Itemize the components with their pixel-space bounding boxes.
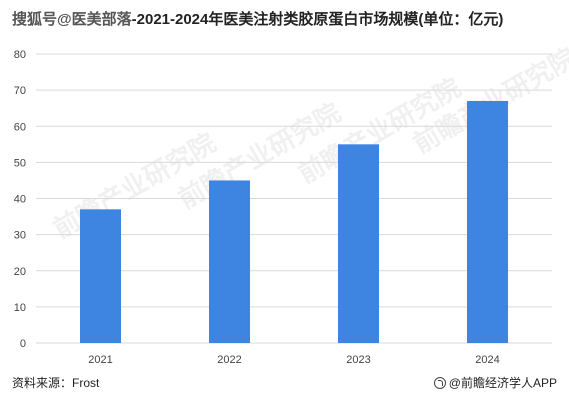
bar-2023: [338, 144, 379, 343]
y-tick-label: 70: [14, 85, 26, 97]
x-tick-label: 2022: [217, 354, 241, 366]
brand-credit: @前瞻经济学人APP: [433, 374, 557, 391]
source-note: 资料来源：Frost: [12, 376, 100, 390]
y-axis-ticks: 0 10 20 30 40 50 60 70 80: [14, 49, 26, 350]
y-tick-label: 60: [14, 121, 26, 133]
chart-title: 搜狐号@医美部落-2021-2024年医美注射类胶原蛋白市场规模(单位：亿元): [12, 8, 557, 29]
y-tick-label: 80: [14, 49, 26, 61]
y-tick-label: 50: [14, 157, 26, 169]
bar-2022: [209, 180, 250, 343]
y-tick-label: 40: [14, 194, 26, 206]
y-tick-label: 10: [14, 302, 26, 314]
x-tick-label: 2024: [475, 354, 499, 366]
x-tick-label: 2021: [88, 354, 112, 366]
bar-2021: [80, 209, 121, 343]
title-prefix: 搜狐号@医美部落: [12, 11, 132, 28]
y-tick-label: 30: [14, 230, 26, 242]
brand-logo-icon: [433, 376, 446, 389]
chart-area: 前瞻产业研究院 前瞻产业研究院 前瞻产业研究院 前瞻产业研究院 0 10 20 30 40 50…: [0, 34, 569, 369]
bar-2024: [467, 100, 508, 344]
y-tick-label: 20: [14, 266, 26, 278]
grid-lines: [36, 53, 552, 344]
brand-text: @前瞻经济学人APP: [448, 376, 557, 390]
title-text: -2021-2024年医美注射类胶原蛋白市场规模(单位：亿元): [131, 11, 504, 28]
x-axis-ticks: 2021 2022 2023 2024: [88, 354, 499, 366]
bars: [80, 100, 508, 344]
x-tick-label: 2023: [346, 354, 370, 366]
y-tick-label: 0: [20, 338, 26, 350]
